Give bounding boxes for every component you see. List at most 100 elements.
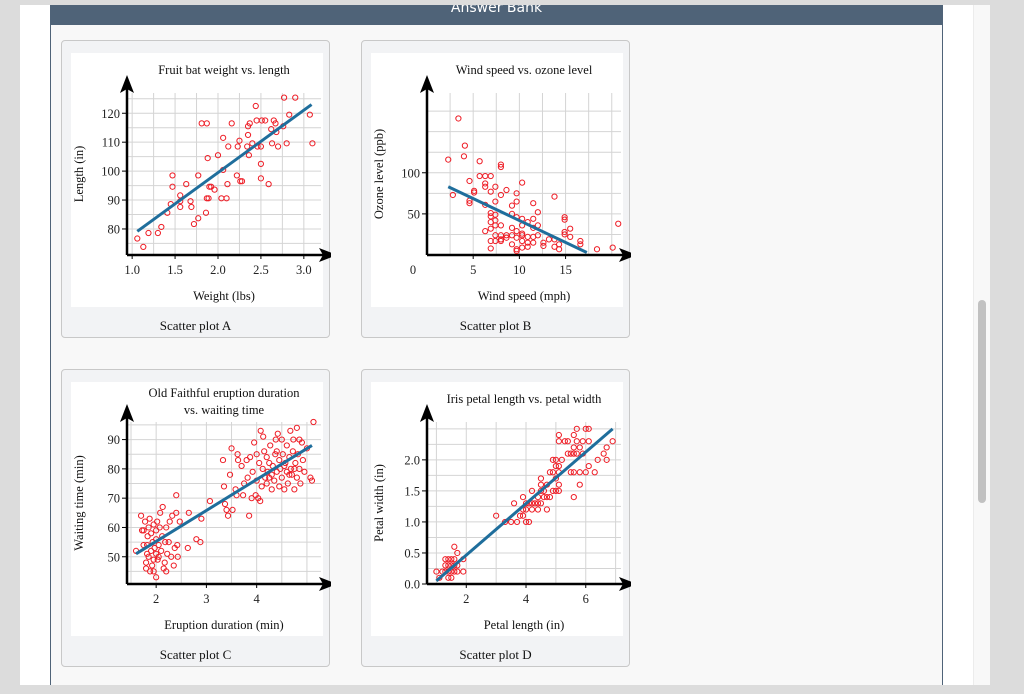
data-point	[248, 495, 255, 502]
data-point	[582, 425, 589, 432]
data-point	[561, 214, 568, 221]
data-point	[206, 183, 213, 190]
data-point	[503, 234, 510, 241]
y-tick-label: 2.0	[404, 453, 420, 467]
plot-background	[371, 53, 623, 307]
scatter-plot: 5 10 15 50 100 0 Wind speed vs. ozone level Win…	[371, 53, 631, 307]
data-point	[291, 486, 298, 493]
data-point	[579, 438, 586, 445]
data-point	[513, 190, 520, 197]
x-tick-label: 2	[153, 592, 159, 606]
y-tick-label: 1.0	[404, 515, 420, 529]
data-point	[262, 117, 269, 124]
data-point	[286, 471, 293, 478]
data-point	[537, 475, 545, 482]
data-point	[287, 465, 294, 472]
data-point	[487, 188, 494, 195]
data-point	[519, 494, 527, 501]
data-point	[153, 574, 160, 581]
data-point	[292, 459, 299, 467]
answer-card-c[interactable]: 2 3 4 50 60 70 80 90 Old Faithful eruption durat…	[61, 369, 331, 667]
x-tick-label: 1.5	[167, 263, 183, 277]
data-point	[543, 494, 551, 501]
data-point	[158, 223, 165, 231]
data-point	[247, 454, 254, 461]
data-points	[445, 115, 622, 254]
scatter-plot: 1.0 1.5 2.0 2.5 3.0 80 90 100 110 120 Fruit bat we…	[71, 53, 331, 307]
data-point	[220, 134, 227, 141]
data-point	[525, 518, 533, 526]
answer-card-d[interactable]: 2 4 6 0.0 0.5 1.0 1.5 2.0 Iris petal length vs. …	[361, 369, 631, 667]
y-axis-label: Length (in)	[72, 146, 86, 203]
data-point	[593, 246, 601, 253]
data-point	[307, 474, 314, 481]
y-tick-label: 0.5	[404, 546, 420, 560]
data-point	[561, 216, 568, 223]
data-point	[301, 468, 308, 475]
data-point	[564, 450, 571, 457]
data-point	[266, 474, 273, 481]
data-point	[609, 244, 616, 251]
data-point	[582, 469, 589, 476]
data-point	[141, 518, 149, 525]
data-point	[150, 556, 157, 563]
answer-bank-header: Answer Bank	[50, 5, 943, 25]
data-point	[244, 474, 251, 481]
data-point	[278, 474, 285, 481]
y-axis-label: Ozone level (ppb)	[372, 129, 386, 219]
scrollbar-thumb[interactable]	[978, 300, 986, 503]
data-point	[267, 442, 274, 449]
data-points	[134, 94, 316, 250]
data-point	[272, 451, 279, 458]
data-point	[288, 471, 295, 478]
data-point	[570, 431, 577, 439]
data-point	[249, 468, 256, 475]
data-point	[276, 483, 283, 490]
data-point	[445, 556, 452, 563]
data-point	[258, 117, 265, 124]
data-point	[274, 143, 282, 150]
answer-card-b[interactable]: 5 10 15 50 100 0 Wind speed vs. ozone level Win…	[361, 40, 631, 338]
data-point	[280, 94, 288, 101]
data-point	[549, 456, 556, 463]
data-point	[223, 506, 230, 513]
data-point	[530, 200, 537, 207]
data-point	[460, 153, 468, 160]
answer-card-a[interactable]: 1.0 1.5 2.0 2.5 3.0 80 90 100 110 120 Fruit bat we…	[61, 40, 331, 338]
x-tick-label: 3	[203, 592, 209, 606]
data-point	[272, 436, 279, 443]
data-point	[170, 562, 177, 569]
data-point	[234, 451, 241, 458]
data-point	[159, 503, 166, 511]
data-point	[615, 220, 622, 227]
chart-title: Fruit bat weight vs. length	[158, 63, 290, 77]
data-point	[150, 568, 157, 575]
data-point	[519, 232, 526, 239]
data-point	[265, 181, 272, 188]
data-point	[555, 431, 562, 439]
data-point	[276, 456, 283, 464]
data-point	[561, 228, 568, 236]
data-point	[600, 450, 607, 457]
y-tick-label: 70	[108, 492, 121, 506]
data-point	[224, 181, 231, 188]
data-point	[154, 556, 161, 563]
data-point	[162, 539, 169, 546]
data-point	[551, 193, 558, 200]
trend-line	[435, 427, 614, 583]
plot-background	[371, 382, 623, 636]
x-tick-label: 10	[513, 263, 526, 277]
x-tick-label: 2.5	[253, 263, 269, 277]
data-point	[476, 158, 483, 165]
data-point	[268, 486, 275, 493]
data-point	[466, 177, 473, 185]
data-point	[228, 120, 235, 127]
data-point	[165, 539, 172, 546]
data-point	[256, 459, 263, 467]
data-point	[198, 515, 205, 522]
data-point	[173, 492, 180, 499]
y-tick-label: 100	[101, 165, 120, 179]
data-point	[292, 94, 299, 101]
data-point	[144, 550, 151, 557]
data-point	[224, 512, 232, 519]
